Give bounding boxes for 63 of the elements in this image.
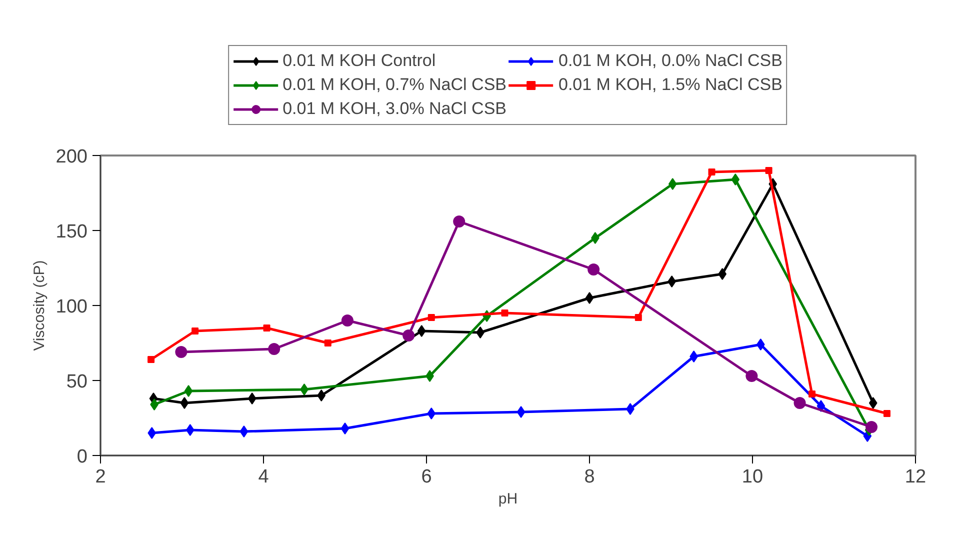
legend-label: 0.01 M KOH, 3.0% NaCl CSB — [282, 98, 506, 120]
point — [585, 292, 594, 304]
point — [317, 390, 326, 402]
point — [668, 178, 677, 190]
point — [402, 330, 415, 342]
point — [718, 268, 727, 280]
point — [175, 346, 188, 358]
point — [516, 406, 526, 418]
point — [501, 310, 508, 316]
legend-label: 0.01 M KOH Control — [282, 50, 436, 72]
point — [588, 264, 600, 276]
y-tick-label: 200 — [56, 146, 88, 168]
point — [746, 370, 758, 382]
y-axis-title: Viscosity (cP) — [30, 260, 48, 351]
x-tick-label: 6 — [421, 466, 432, 488]
y-tick-label: 50 — [66, 372, 88, 392]
point — [453, 216, 466, 228]
point — [324, 340, 332, 346]
point — [690, 350, 698, 362]
x-tick-label: 10 — [742, 466, 764, 488]
x-tick-label: 8 — [584, 466, 595, 488]
point — [428, 314, 435, 321]
point — [417, 325, 426, 337]
point — [268, 343, 280, 355]
point — [148, 356, 155, 363]
x-axis-title: pH — [498, 490, 518, 508]
point — [263, 324, 270, 332]
legend-label: 0.01 M KOH, 0.0% NaCl CSB — [558, 50, 782, 72]
point — [426, 370, 434, 382]
point — [427, 408, 436, 420]
point — [756, 338, 765, 350]
point — [341, 314, 354, 326]
point — [248, 392, 256, 404]
point — [808, 390, 816, 398]
point — [868, 397, 878, 409]
x-tick-label: 4 — [258, 466, 270, 488]
point — [794, 397, 806, 409]
point — [192, 328, 199, 334]
point — [148, 427, 156, 439]
point — [708, 168, 716, 176]
point — [668, 276, 676, 288]
point — [180, 397, 189, 409]
x-tick-label: 2 — [95, 466, 106, 488]
point — [186, 424, 194, 436]
point — [626, 403, 634, 415]
point — [184, 385, 193, 397]
point — [300, 384, 308, 396]
x-tick-label: 12 — [904, 466, 926, 488]
point — [765, 167, 772, 174]
point — [150, 398, 158, 410]
legend-label: 0.01 M KOH, 0.7% NaCl CSB — [282, 74, 506, 96]
y-tick-label: 150 — [56, 222, 88, 242]
point — [731, 174, 740, 186]
point — [634, 314, 642, 321]
y-tick-label: 100 — [56, 296, 88, 318]
point — [240, 426, 248, 438]
legend-label: 0.01 M KOH, 1.5% NaCl CSB — [558, 74, 782, 96]
y-tick-label: 0 — [76, 446, 88, 468]
point — [591, 232, 600, 244]
point — [865, 421, 878, 433]
point — [340, 422, 350, 434]
point — [476, 326, 484, 338]
point — [883, 410, 890, 417]
